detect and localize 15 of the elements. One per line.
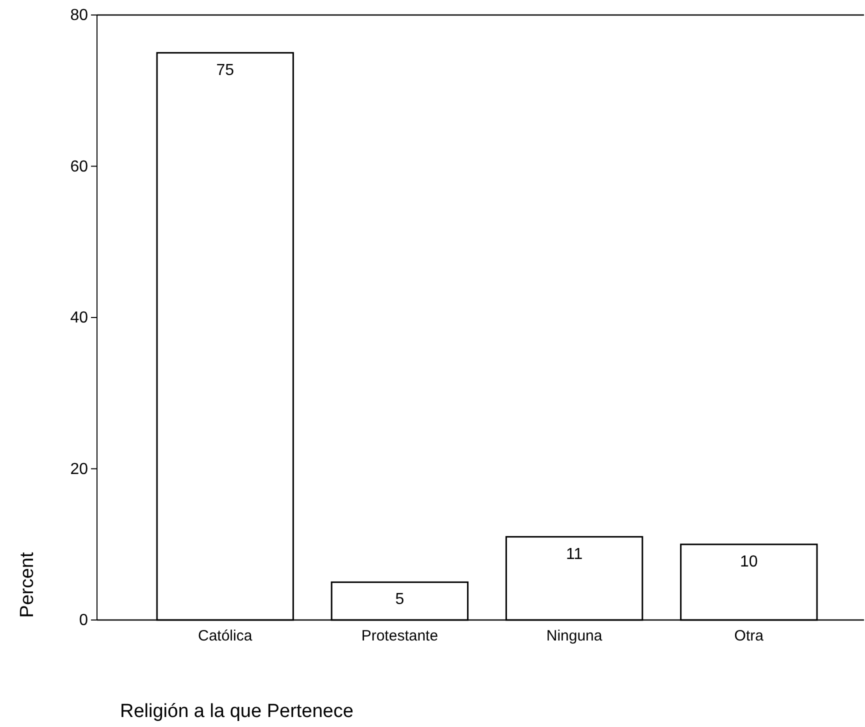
y-axis-title: Percent <box>17 552 38 618</box>
x-tick-label: Otra <box>734 628 764 645</box>
data-label: 5 <box>395 591 404 608</box>
y-tick-label: 20 <box>70 460 88 478</box>
data-label: 10 <box>740 553 758 570</box>
x-tick-label: Protestante <box>361 628 438 645</box>
y-tick-label: 80 <box>70 7 88 24</box>
x-tick-label: Católica <box>198 628 253 645</box>
y-tick-label: 0 <box>79 612 88 630</box>
data-label: 75 <box>216 62 234 79</box>
x-axis-title: Religión a la que Pertenece <box>120 701 354 722</box>
y-tick-label: 60 <box>70 158 88 176</box>
data-label: 11 <box>566 546 583 563</box>
x-tick-label: Ninguna <box>546 628 603 645</box>
y-tick-label: 40 <box>70 310 88 327</box>
